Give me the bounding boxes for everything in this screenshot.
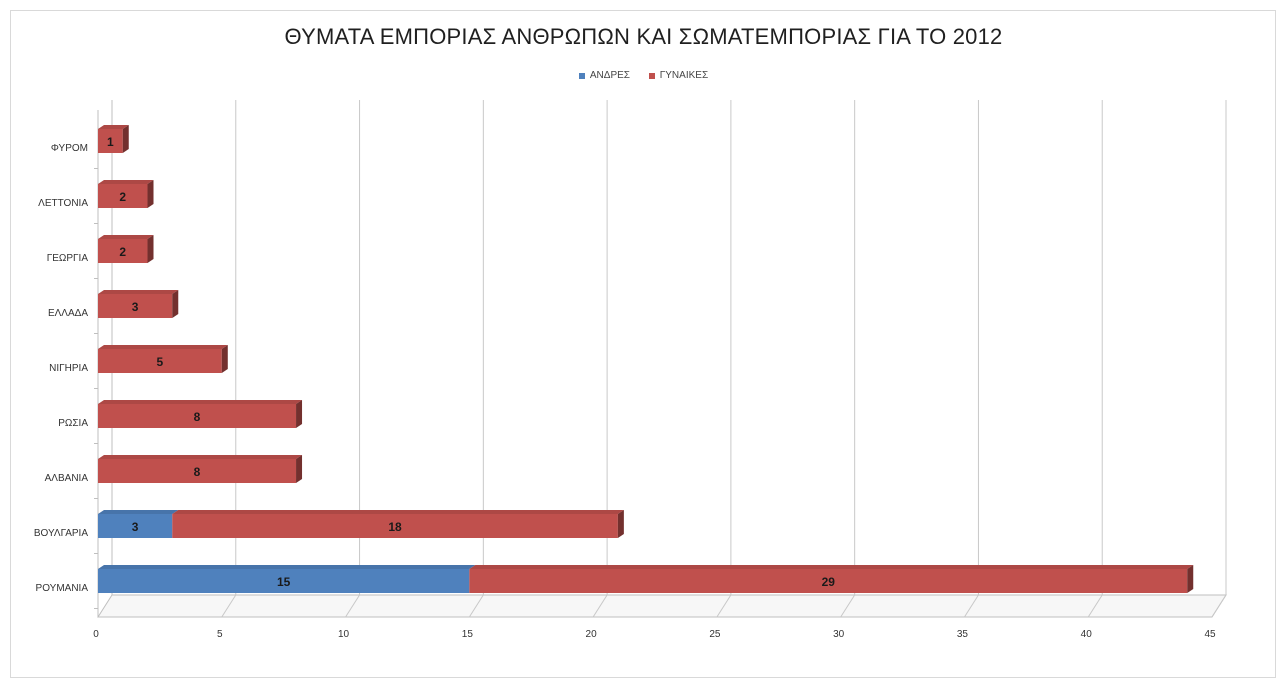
data-label: 3	[132, 520, 139, 534]
bar-top-face	[98, 290, 179, 294]
data-label: 18	[388, 520, 402, 534]
category-label: ΓΕΩΡΓΙΑ	[47, 253, 89, 264]
bar-side-face	[296, 455, 303, 483]
gridline-floor	[1211, 594, 1227, 618]
data-label: 2	[119, 190, 126, 204]
bar-segment	[98, 349, 222, 373]
category-label: ΡΩΣΙΑ	[58, 418, 88, 429]
bar-top-face	[98, 400, 303, 404]
gridline-floor	[468, 594, 484, 618]
data-label: 1	[107, 135, 114, 149]
bar-side-face	[147, 235, 154, 263]
data-label: 8	[194, 465, 201, 479]
data-label: 29	[822, 575, 836, 589]
x-tick-label: 40	[1081, 629, 1093, 640]
legend-swatch-women	[648, 72, 655, 79]
data-label: 15	[277, 575, 291, 589]
category-label: ΒΟΥΛΓΑΡΙΑ	[34, 528, 88, 539]
x-tick-label: 5	[217, 629, 223, 640]
bar-top-face	[98, 235, 154, 239]
category-label: ΝΙΓΗΡΙΑ	[49, 363, 88, 374]
bar-top-face	[98, 345, 228, 349]
x-tick-label: 20	[586, 629, 598, 640]
bar-segment	[172, 514, 618, 538]
bar-side-face	[617, 510, 624, 538]
data-label: 3	[132, 300, 139, 314]
x-tick-label: 30	[833, 629, 845, 640]
legend-label-men: ΑΝΔΡΕΣ	[589, 70, 630, 81]
bar-top-face	[98, 125, 129, 129]
category-label: ΦΥΡΟΜ	[51, 143, 88, 154]
bar-segment	[98, 239, 148, 263]
bar-side-face	[147, 180, 154, 208]
bar-segment	[98, 569, 470, 593]
bar-segment	[98, 514, 173, 538]
gridline-floor	[592, 594, 608, 618]
x-tick-label: 0	[93, 629, 99, 640]
x-tick-label: 45	[1204, 629, 1216, 640]
chart-title: ΘΥΜΑΤΑ ΕΜΠΟΡΙΑΣ ΑΝΘΡΩΠΩΝ ΚΑΙ ΣΩΜΑΤΕΜΠΟΡΙ…	[284, 24, 1003, 49]
bar-top-face	[98, 180, 154, 184]
data-label: 2	[119, 245, 126, 259]
bar-segment	[98, 459, 297, 483]
data-label: 5	[157, 355, 164, 369]
bar-side-face	[122, 125, 129, 153]
x-tick-label: 25	[709, 629, 721, 640]
legend-swatch-men	[578, 72, 585, 79]
legend-label-women: ΓΥΝΑΙΚΕΣ	[659, 70, 709, 81]
bar-top-face	[469, 565, 1194, 569]
gridline-floor	[345, 594, 360, 618]
bar-side-face	[1187, 565, 1194, 593]
gridline-floor	[964, 594, 979, 618]
category-label: ΛΕΤΤΟΝΙΑ	[38, 198, 88, 209]
legend-item-women: ΓΥΝΑΙΚΕΣ	[648, 70, 709, 81]
category-label: ΑΛΒΑΝΙΑ	[45, 473, 89, 484]
bar-top-face	[98, 510, 179, 514]
x-tick-label: 10	[338, 629, 350, 640]
bar-segment	[98, 294, 173, 318]
bar-segment	[469, 569, 1188, 593]
bar-side-face	[172, 290, 179, 318]
bar-top-face	[98, 565, 476, 569]
category-label: ΕΛΛΑΔΑ	[48, 308, 88, 319]
gridline-floor	[716, 594, 732, 618]
category-label: ΡΟΥΜΑΝΙΑ	[36, 583, 89, 594]
bar-segment	[98, 129, 123, 153]
bar-top-face	[98, 455, 303, 459]
gridline-floor	[221, 594, 237, 618]
chart-legend: ΑΝΔΡΕΣ ΓΥΝΑΙΚΕΣ	[0, 70, 1287, 82]
x-tick-label: 35	[957, 629, 969, 640]
x-tick-label: 15	[462, 629, 474, 640]
gridline-floor	[1087, 594, 1103, 618]
bar-segment	[98, 404, 297, 428]
chart-floor	[97, 594, 1227, 618]
gridline-floor	[840, 594, 856, 618]
bar-segment	[98, 184, 148, 208]
legend-item-men: ΑΝΔΡΕΣ	[578, 70, 630, 81]
bar-side-face	[221, 345, 228, 373]
bar-side-face	[296, 400, 303, 428]
bar-top-face	[172, 510, 624, 514]
data-label: 8	[194, 410, 201, 424]
